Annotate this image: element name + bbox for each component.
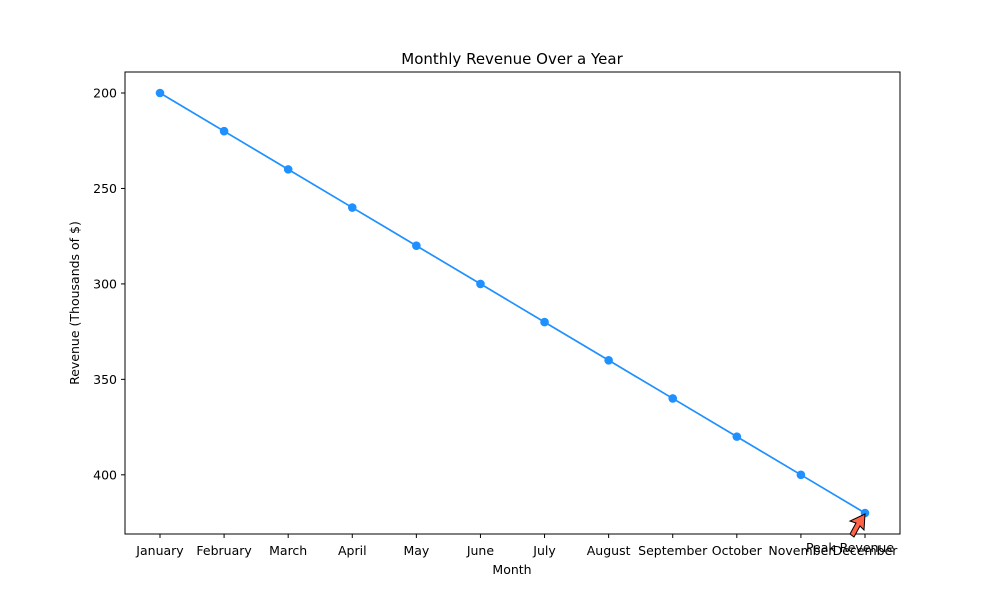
x-tick-label: January [135,543,184,558]
y-tick-label: 400 [93,467,117,482]
data-point [347,203,357,212]
series-line [159,92,866,514]
y-tick-label: 300 [93,276,117,291]
x-tick-label: June [466,543,495,558]
data-point [412,241,421,251]
x-tick-label: April [338,543,367,558]
data-point [476,279,485,289]
y-tick-label: 200 [93,86,117,101]
x-tick-label: August [587,543,631,558]
x-tick-label: March [269,543,307,558]
annotation-text: Peak Revenue [806,540,894,555]
x-tick-label: October [712,543,763,558]
y-axis: 200 250 300 350 400 [93,86,125,482]
data-point [283,165,293,174]
data-point [155,88,165,98]
data-point [796,470,806,480]
series-layer [155,88,870,518]
data-point [668,394,678,403]
x-tick-label: November [768,543,834,558]
x-tick-label: July [532,543,556,558]
annotation-layer: Peak Revenue [806,513,894,555]
chart-title: Monthly Revenue Over a Year [401,50,623,68]
data-point [604,355,613,365]
data-point [219,126,229,136]
x-axis: January February March April May June July Augu… [135,534,898,558]
annotation-arrow [848,513,866,538]
x-tick-label: December [833,543,899,558]
plot-area [124,71,901,535]
x-tick-label: September [638,543,708,558]
y-axis-label: Revenue (Thousands of $) [67,221,82,385]
x-tick-label: February [196,543,252,558]
data-point [732,432,742,441]
data-point [540,317,549,327]
y-tick-label: 350 [93,372,117,387]
x-tick-label: May [403,543,429,558]
x-axis-label: Month [492,562,531,577]
y-tick-label: 250 [93,181,117,196]
